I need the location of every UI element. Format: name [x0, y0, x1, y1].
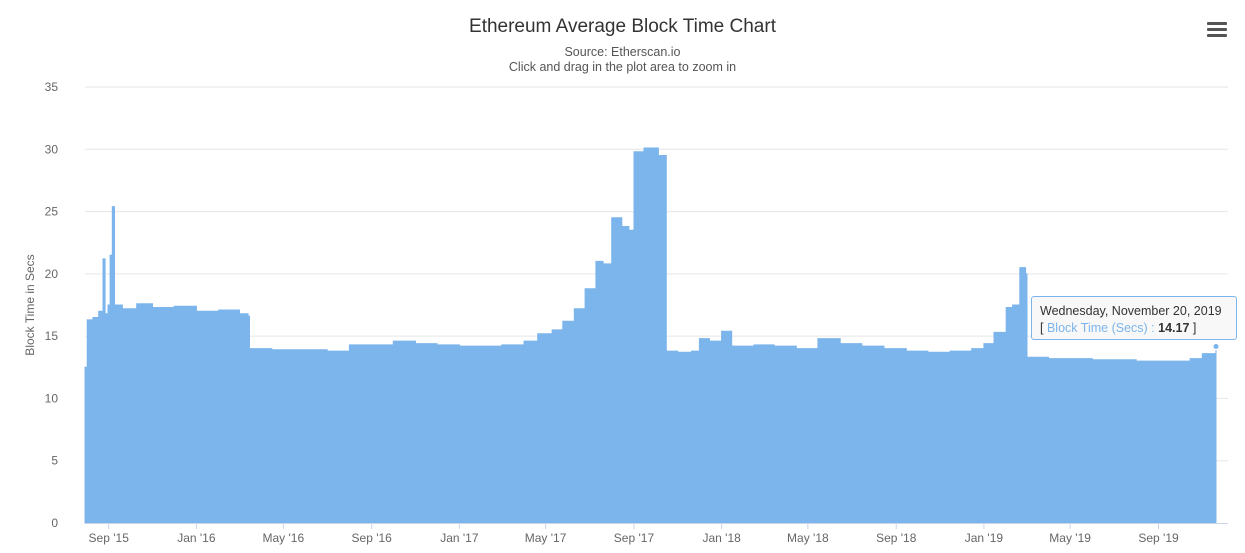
y-tick-label: 0 — [51, 516, 58, 530]
y-tick-label: 35 — [45, 80, 59, 94]
hamburger-menu-icon[interactable] — [1207, 22, 1227, 40]
y-tick-label: 20 — [45, 267, 59, 281]
y-tick-label: 25 — [45, 205, 59, 219]
x-tick-label: Sep '19 — [1138, 531, 1179, 545]
y-tick-label: 10 — [45, 391, 59, 405]
chart-subtitle-source: Source: Etherscan.io — [564, 45, 681, 59]
tooltip-open-bracket: [ — [1040, 321, 1044, 335]
tooltip-series-label: Block Time (Secs) — [1046, 321, 1148, 335]
x-tick-label: Sep '17 — [614, 531, 655, 545]
series-area-block-time — [84, 147, 1217, 524]
x-tick-label: May '18 — [787, 531, 829, 545]
x-tick-label: Sep '18 — [876, 531, 917, 545]
tooltip-date: Wednesday, November 20, 2019 — [1040, 304, 1222, 318]
x-tick-label: Jan '18 — [702, 531, 741, 545]
x-tick-label: May '19 — [1049, 531, 1091, 545]
tooltip-hover-point — [1212, 342, 1220, 350]
chart-title: Ethereum Average Block Time Chart — [469, 16, 776, 37]
x-axis-ticks: Sep '15 Jan '16 May '16 Sep '16 Jan '17 May '… — [89, 523, 1179, 545]
x-tick-label: Jan '17 — [440, 531, 479, 545]
x-tick-label: Jan '16 — [177, 531, 216, 545]
tooltip-separator: : — [1151, 321, 1155, 335]
x-tick-label: Jan '19 — [965, 531, 1004, 545]
x-tick-label: Sep '16 — [352, 531, 393, 545]
chart-tooltip: Wednesday, November 20, 2019 [ Block Tim… — [1031, 296, 1237, 340]
x-tick-label: Sep '15 — [89, 531, 130, 545]
chart-subtitle-hint: Click and drag in the plot area to zoom … — [508, 60, 737, 74]
y-tick-label: 30 — [45, 142, 59, 156]
x-tick-label: May '16 — [262, 531, 304, 545]
y-axis-label: Block Time in Secs — [23, 254, 37, 355]
x-tick-label: May '17 — [525, 531, 567, 545]
tooltip-series-line: [ Block Time (Secs) : 14.17 ] — [1040, 320, 1228, 337]
y-tick-label: 5 — [51, 454, 58, 468]
tooltip-close-bracket: ] — [1192, 321, 1197, 335]
y-axis-ticks: 0 5 10 15 20 25 30 35 — [45, 80, 59, 530]
tooltip-value: 14.17 — [1158, 321, 1190, 335]
y-tick-label: 15 — [45, 329, 59, 343]
